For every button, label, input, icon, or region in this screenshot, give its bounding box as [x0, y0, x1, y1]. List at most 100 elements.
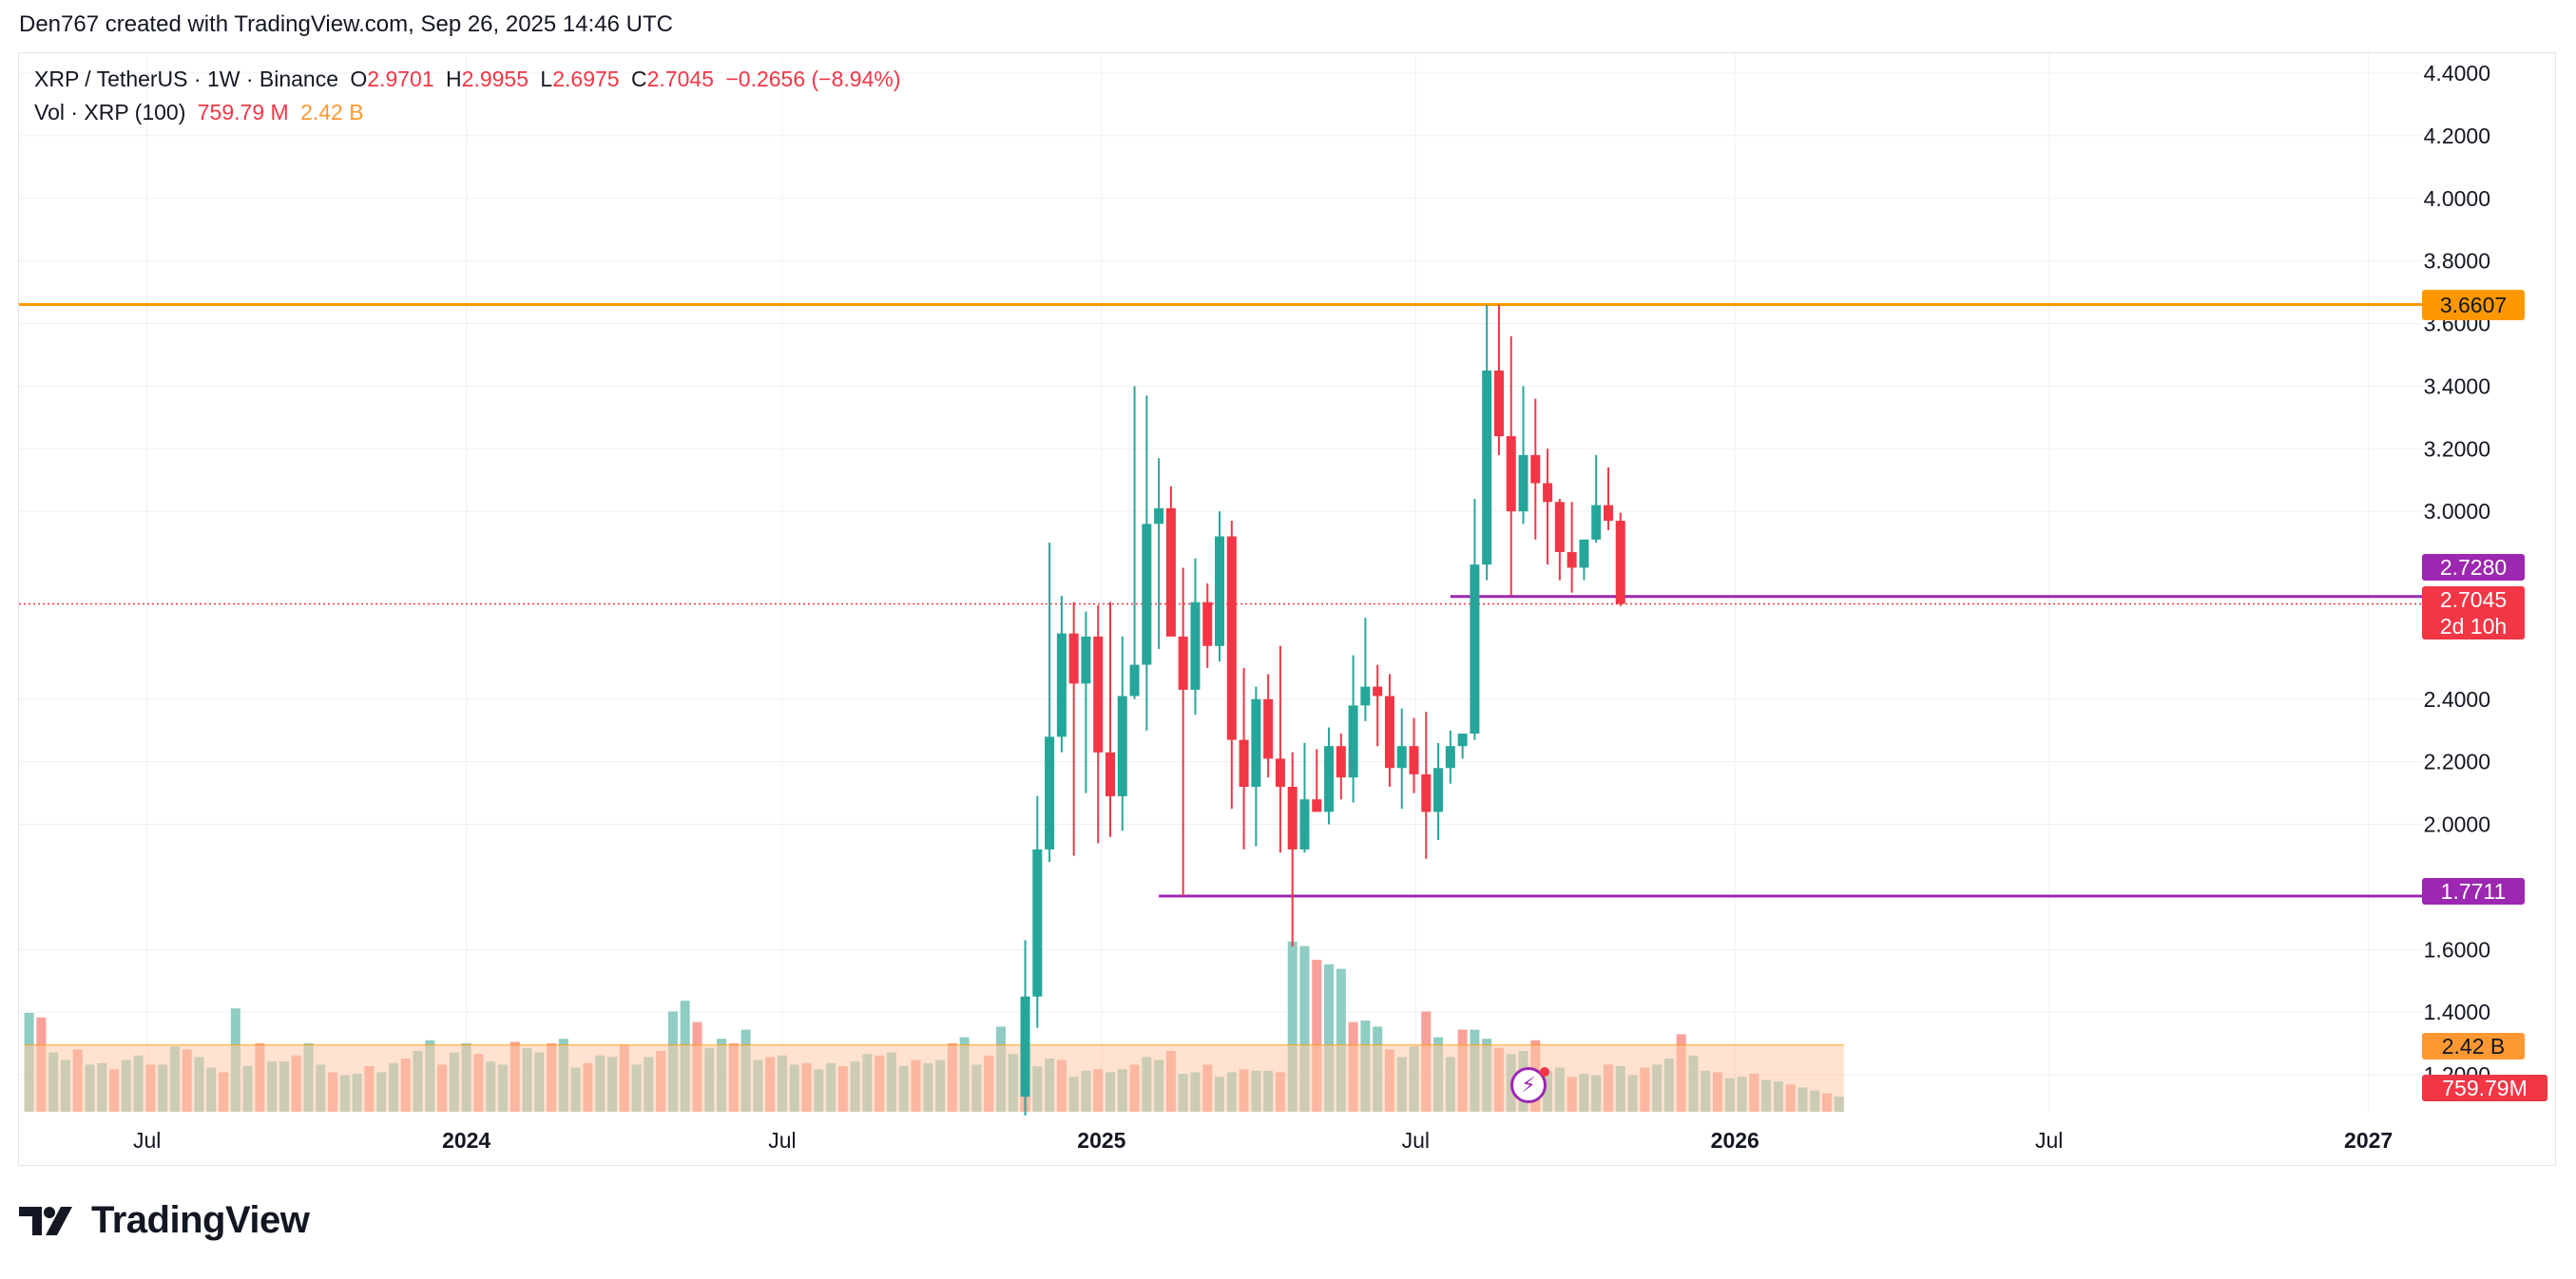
candle-body	[1348, 705, 1358, 778]
time-tick-label: 2024	[442, 1128, 490, 1153]
price-tick-label: 2.4000	[2424, 687, 2490, 712]
candle-body	[1154, 507, 1164, 525]
candle-body	[1324, 746, 1335, 812]
change-value: −0.2656 (−8.94%)	[725, 67, 901, 91]
candle-body	[1506, 436, 1516, 512]
price-tick-label: 3.4000	[2424, 373, 2490, 398]
candle-body	[1129, 664, 1140, 697]
price-tick-label: 3.0000	[2424, 499, 2490, 524]
ohlc-legend: XRP / TetherUS · 1W · Binance O2.9701 H2…	[34, 67, 906, 92]
volume-ma-area	[24, 1044, 1844, 1112]
time-tick-label: 2026	[1711, 1128, 1759, 1153]
brand-logo: TradingView	[19, 1199, 310, 1242]
price-tick-label: 3.8000	[2424, 249, 2490, 274]
chart-caption: Den767 created with TradingView.com, Sep…	[19, 11, 673, 37]
volume-bar	[1324, 964, 1335, 1112]
candle-body	[1165, 507, 1176, 637]
candle-body	[1299, 799, 1310, 849]
candle-body	[1020, 996, 1030, 1098]
last-price-badge: 2.7045	[2422, 586, 2525, 613]
candle-body	[1336, 746, 1346, 778]
price-tick-label: 4.2000	[2424, 124, 2490, 148]
support-high-price-badge: 2.7280	[2422, 554, 2525, 581]
candlestick-chart[interactable]: 4.40004.20004.00003.80003.60003.40003.20…	[0, 0, 2576, 1178]
high-value: 2.9955	[461, 67, 529, 91]
candle-body	[1215, 536, 1225, 646]
notification-dot	[1540, 1067, 1549, 1077]
volume-label[interactable]: Vol · XRP (100)	[34, 100, 186, 124]
candles	[1020, 304, 1625, 1116]
candle-body	[1579, 539, 1589, 568]
candle-body	[1543, 483, 1553, 503]
time-tick-label: Jul	[1402, 1128, 1430, 1153]
candle-body	[1263, 698, 1274, 759]
candle-body	[1142, 524, 1152, 665]
brand-name: TradingView	[91, 1199, 310, 1241]
candle-body	[1312, 799, 1322, 812]
candle-body	[1056, 633, 1067, 737]
price-tick-label: 2.0000	[2424, 812, 2490, 837]
low-value: 2.6975	[552, 67, 620, 91]
candle-body	[1530, 454, 1541, 484]
time-axis: Jul 2024 Jul 2025 Jul 2026 Jul 2027	[133, 1128, 2393, 1153]
candle-body	[1032, 849, 1043, 997]
time-tick-label: Jul	[133, 1128, 161, 1153]
candle-body	[1457, 734, 1468, 747]
candle-body	[1202, 601, 1213, 646]
time-tick-label: Jul	[768, 1128, 796, 1153]
horizontal-levels	[19, 303, 2422, 898]
candle-body	[1409, 746, 1419, 774]
high-label: H	[446, 67, 462, 91]
price-tick-label: 3.2000	[2424, 436, 2490, 461]
chart-frame	[18, 52, 2556, 1166]
candle-body	[1117, 696, 1127, 796]
candle-body	[1226, 536, 1237, 740]
volume-bar	[1312, 960, 1322, 1112]
candle-body	[1433, 768, 1444, 812]
candle-body	[1251, 698, 1261, 788]
candle-body	[1178, 636, 1188, 690]
candle-body	[1105, 752, 1115, 796]
volume-legend: Vol · XRP (100) 759.79 M 2.42 B	[34, 100, 370, 125]
candle-body	[1482, 370, 1492, 565]
price-tick-label: 2.2000	[2424, 750, 2490, 774]
time-tick-label: 2027	[2344, 1128, 2393, 1153]
symbol-label[interactable]: XRP / TetherUS · 1W · Binance	[34, 67, 339, 91]
open-label: O	[350, 67, 368, 91]
time-tick-label: Jul	[2035, 1128, 2063, 1153]
candle-body	[1445, 746, 1455, 769]
low-label: L	[540, 67, 553, 91]
countdown-badge: 2d 10h	[2422, 613, 2525, 640]
volume-bar	[1287, 941, 1298, 1112]
candle-body	[1470, 564, 1480, 735]
resistance-price-badge: 3.6607	[2422, 290, 2525, 320]
candle-body	[1081, 636, 1091, 684]
candle-body	[1384, 696, 1394, 769]
close-value: 2.7045	[646, 67, 714, 91]
candle-body	[1239, 739, 1249, 788]
volume-bar	[1336, 968, 1346, 1112]
candle-body	[1591, 505, 1602, 540]
candle-body	[1275, 758, 1285, 788]
volume-value: 759.79 M	[197, 100, 289, 124]
time-tick-label: 2025	[1077, 1128, 1125, 1153]
support-low-price-badge: 1.7711	[2422, 878, 2525, 905]
price-tick-label: 1.4000	[2424, 1000, 2490, 1024]
candle-body	[1287, 787, 1298, 849]
candle-body	[1068, 633, 1079, 684]
candle-body	[1373, 686, 1383, 697]
candle-body	[1518, 454, 1528, 512]
close-label: C	[630, 67, 647, 91]
candle-body	[1360, 686, 1371, 706]
price-tick-label: 4.0000	[2424, 186, 2490, 211]
candle-body	[1093, 636, 1104, 753]
candle-body	[1567, 551, 1577, 568]
volume-bar	[1299, 945, 1310, 1112]
volume-bars	[24, 941, 1844, 1112]
candle-body	[1615, 521, 1625, 604]
price-tick-label: 4.4000	[2424, 61, 2490, 86]
tradingview-logo-icon	[19, 1206, 72, 1235]
candle-body	[1421, 773, 1432, 812]
candle-body	[1190, 601, 1201, 690]
volume-badge: 759.79M	[2422, 1075, 2547, 1101]
